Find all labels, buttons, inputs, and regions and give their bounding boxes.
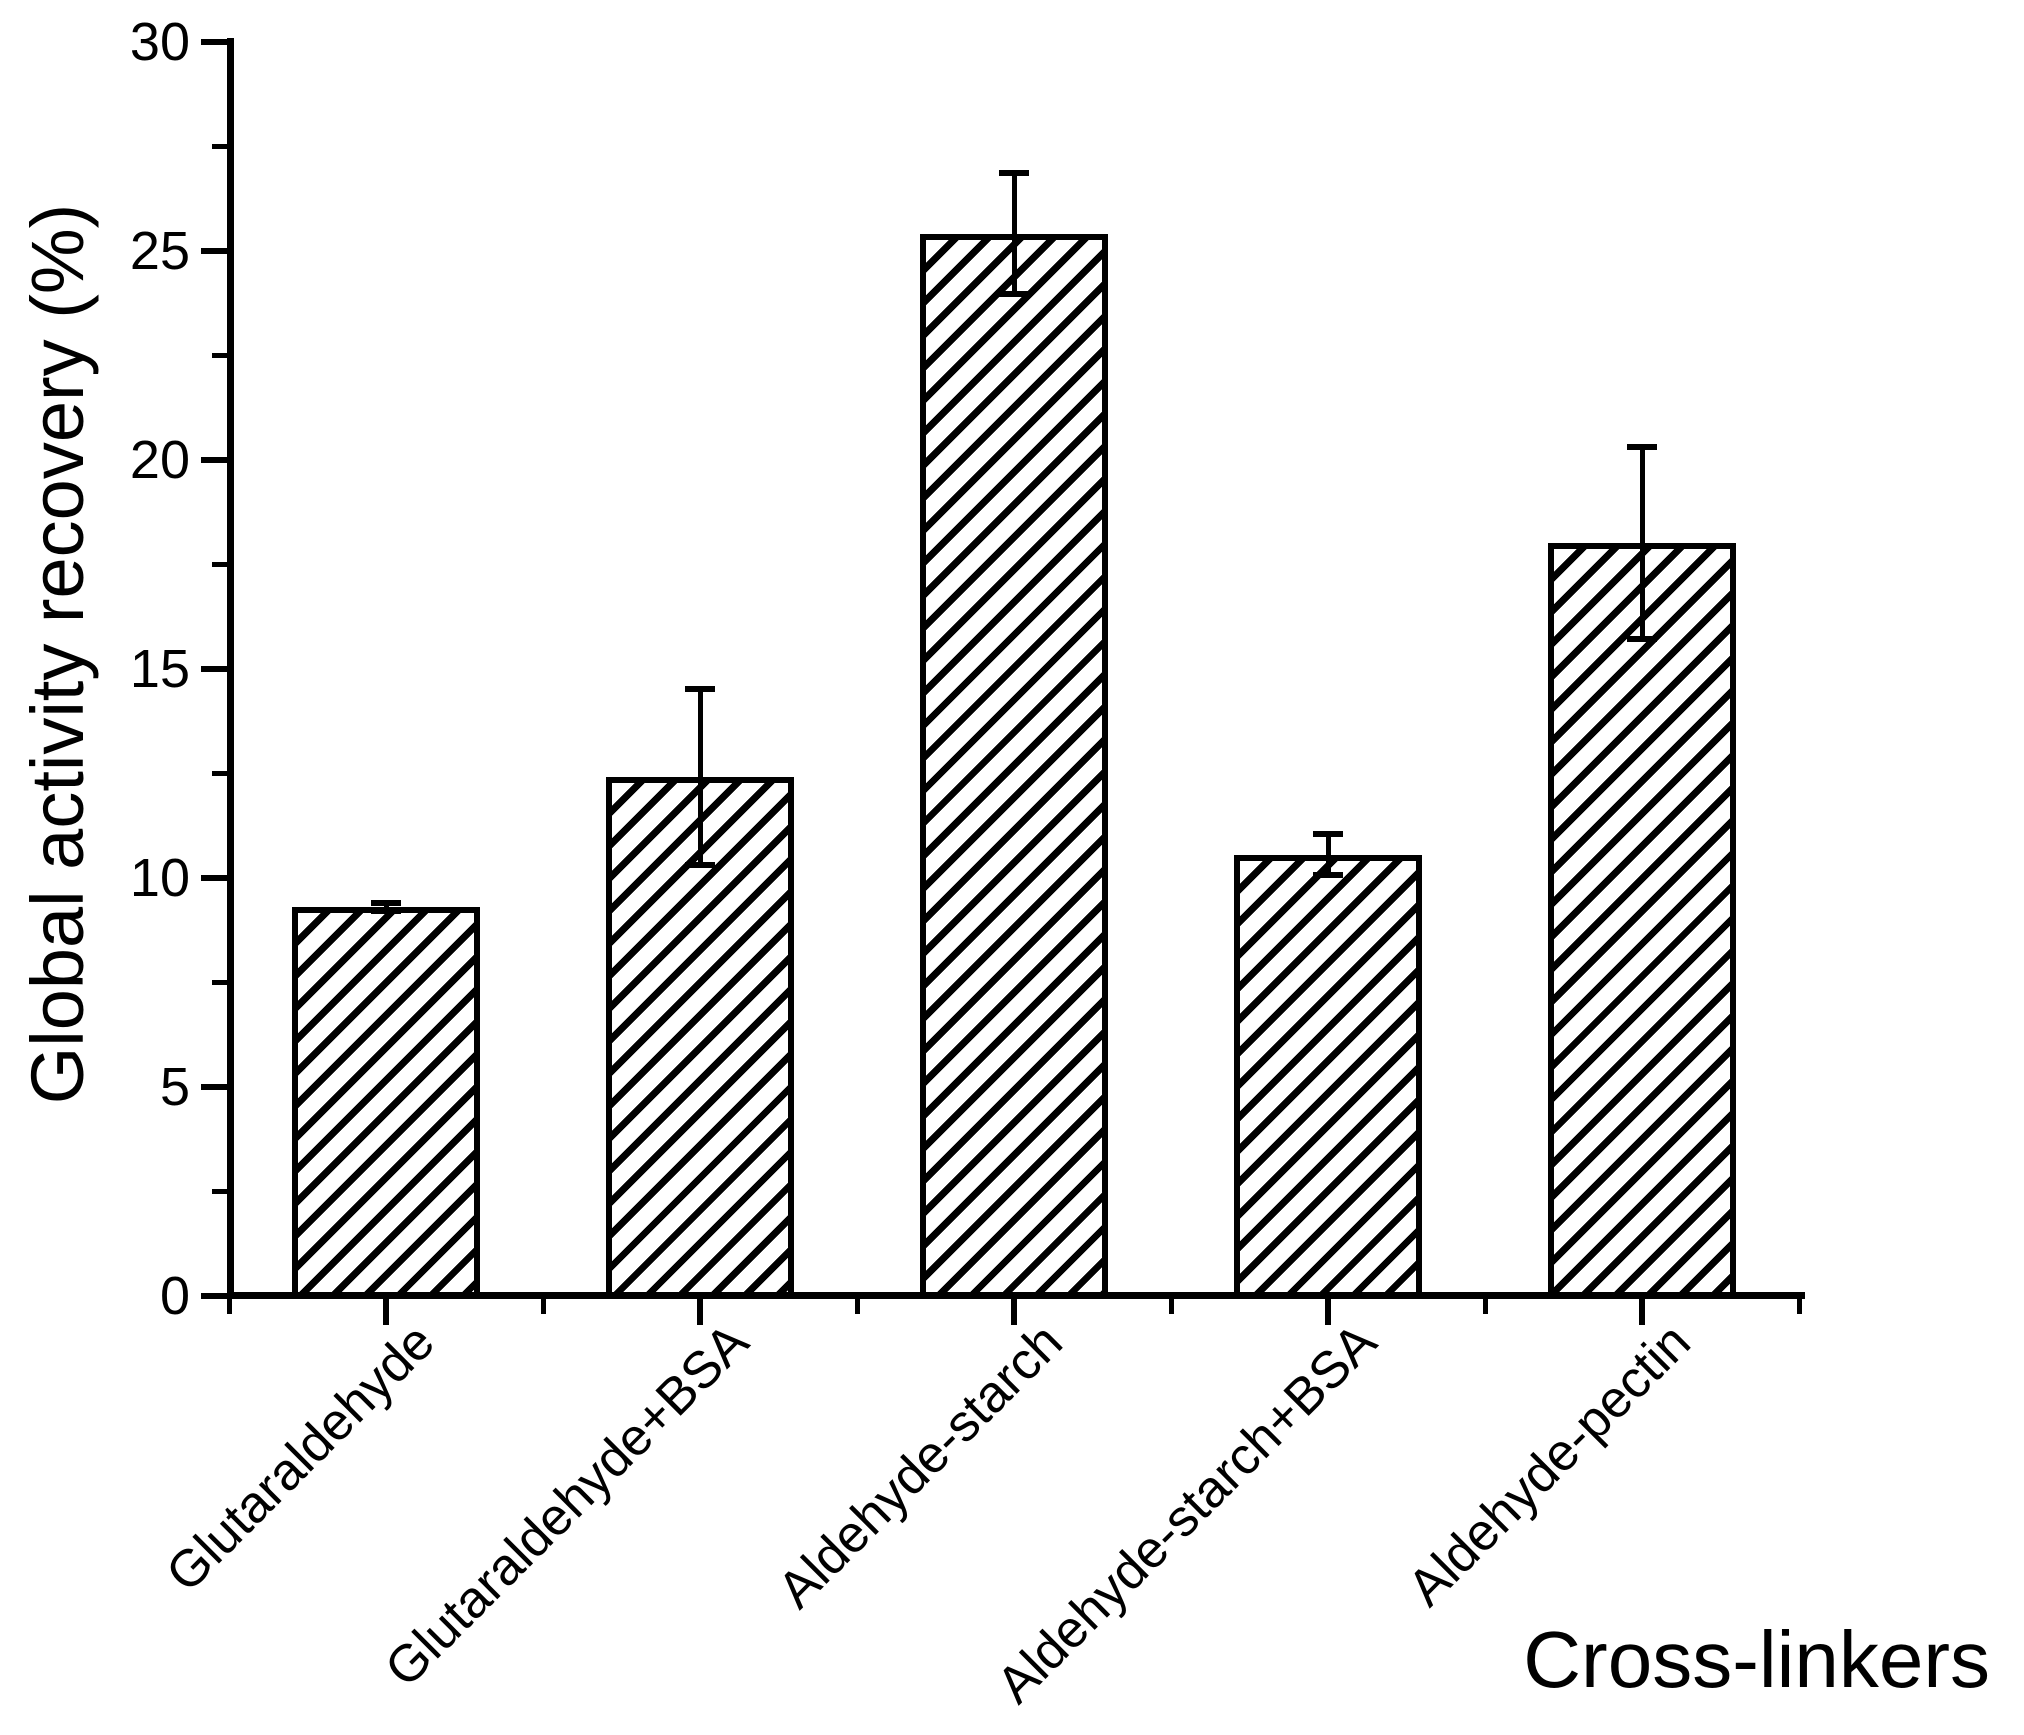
bar-aldehyde-starch-bsa (1234, 855, 1422, 1298)
x-axis-major-tick (1011, 1299, 1017, 1325)
bar-glutaraldehyde (292, 907, 480, 1298)
x-axis-minor-tick (1169, 1299, 1174, 1314)
x-axis-line (227, 1292, 1805, 1299)
y-axis-title: Global activity recovery (%) (16, 203, 99, 1105)
x-axis-major-tick (697, 1299, 703, 1325)
x-axis-minor-tick (1483, 1299, 1488, 1314)
y-axis-major-tick (201, 666, 227, 672)
error-bar-cap-bottom (1313, 872, 1343, 878)
error-bar-cap-top (999, 170, 1029, 176)
x-axis-minor-tick (227, 1299, 232, 1314)
x-axis-major-tick (1639, 1299, 1645, 1325)
x-axis-minor-tick (541, 1299, 546, 1314)
y-axis-minor-tick (212, 1189, 227, 1194)
y-axis-minor-tick (212, 980, 227, 985)
error-bar-stem (384, 903, 389, 911)
bar-aldehyde-starch (920, 234, 1108, 1298)
error-bar-stem (1326, 834, 1331, 876)
y-axis-minor-tick (212, 353, 227, 358)
y-axis-major-tick (201, 1293, 227, 1299)
y-axis-major-tick (201, 875, 227, 881)
y-axis-major-tick (201, 39, 227, 45)
y-axis-tick-label: 10 (129, 848, 190, 908)
error-bar-stem (1012, 173, 1017, 294)
error-bar-cap-bottom (685, 862, 715, 868)
y-axis-major-tick (201, 248, 227, 254)
x-axis-minor-tick (1797, 1299, 1802, 1314)
error-bar-cap-top (1627, 444, 1657, 450)
bar-aldehyde-pectin (1548, 543, 1736, 1298)
y-axis-tick-label: 20 (129, 430, 190, 490)
error-bar-cap-bottom (371, 908, 401, 914)
y-axis-tick-label: 5 (159, 1057, 190, 1117)
error-bar-cap-bottom (1627, 636, 1657, 642)
x-axis-major-tick (383, 1299, 389, 1325)
error-bar-stem (698, 689, 703, 865)
x-axis-major-tick (1325, 1299, 1331, 1325)
x-axis-minor-tick (855, 1299, 860, 1314)
error-bar-cap-bottom (999, 291, 1029, 297)
error-bar-cap-top (1313, 831, 1343, 837)
y-axis-major-tick (201, 457, 227, 463)
y-axis-minor-tick (212, 144, 227, 149)
y-axis-line (227, 38, 234, 1299)
y-axis-tick-label: 0 (159, 1266, 190, 1326)
y-axis-tick-label: 25 (129, 221, 190, 281)
y-axis-minor-tick (212, 562, 227, 567)
error-bar-cap-top (371, 900, 401, 906)
y-axis-tick-label: 15 (129, 639, 190, 699)
y-axis-minor-tick (212, 771, 227, 776)
y-axis-tick-label: 30 (129, 12, 190, 72)
x-axis-title: Cross-linkers (1523, 1615, 1990, 1704)
error-bar-stem (1640, 447, 1645, 639)
error-bar-cap-top (685, 686, 715, 692)
y-axis-major-tick (201, 1084, 227, 1090)
